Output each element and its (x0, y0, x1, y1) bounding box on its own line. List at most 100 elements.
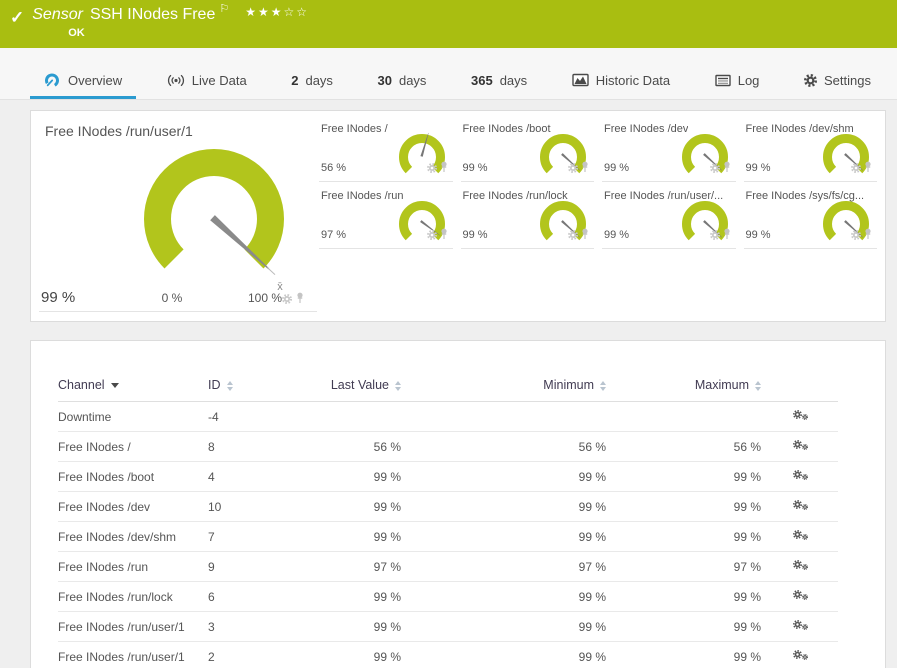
small-gauge-value: 99 % (604, 229, 630, 241)
sort-icon[interactable] (600, 380, 606, 391)
table-row: Free INodes /dev 10 99 % 99 % 99 % (58, 491, 838, 522)
small-gauge-card[interactable]: Free INodes /dev 99 % (602, 119, 736, 182)
small-gauge-title: Free INodes /run/lock (462, 190, 568, 202)
channel-settings-icon[interactable] (793, 470, 809, 485)
table-row: Free INodes /run/lock 6 99 % 99 % 99 % (58, 581, 838, 612)
channel-name[interactable]: Free INodes /run/lock (58, 590, 173, 604)
small-gauge-card[interactable]: Free INodes /sys/fs/cg... 99 % (743, 186, 877, 249)
channel-table: Channel ID Last Value Minimum Maximum Downti… (58, 371, 838, 668)
channel-settings-icon[interactable] (793, 440, 809, 455)
tab-live-data[interactable]: Live Data (153, 61, 261, 99)
channel-name[interactable]: Free INodes /run/user/1 (58, 620, 185, 634)
gear-icon[interactable] (282, 291, 292, 309)
channel-minimum: 99 % (403, 641, 608, 668)
small-gauge-card[interactable]: Free INodes / 56 % (319, 119, 453, 182)
gear-icon[interactable] (568, 227, 578, 245)
gauge-scale-min: 0 % (161, 291, 183, 305)
sort-icon[interactable] (110, 383, 119, 389)
channel-settings-icon[interactable] (793, 590, 809, 605)
channel-last-value (288, 401, 403, 432)
small-gauge-value: 56 % (321, 162, 347, 174)
pin-icon[interactable] (295, 291, 305, 309)
table-row: Free INodes /run/user/1 2 99 % 99 % 99 % (58, 641, 838, 668)
chart-icon (572, 73, 589, 87)
pin-icon[interactable] (863, 227, 873, 245)
tab-30-days[interactable]: 30 days (377, 72, 427, 88)
gear-icon[interactable] (851, 160, 861, 178)
table-row: Free INodes / 8 56 % 56 % 56 % (58, 431, 838, 462)
flag-icon[interactable]: ⚐ (219, 3, 230, 15)
table-row: Free INodes /run/user/1 3 99 % 99 % 99 % (58, 611, 838, 642)
pin-icon[interactable] (439, 227, 449, 245)
channel-name[interactable]: Free INodes /boot (58, 470, 155, 484)
col-header-last-value[interactable]: Last Value (288, 371, 403, 402)
small-gauge-value: 99 % (462, 229, 488, 241)
channel-name[interactable]: Downtime (58, 410, 112, 424)
channel-name[interactable]: Free INodes /dev (58, 500, 151, 514)
channel-settings-icon[interactable] (793, 560, 809, 575)
sort-icon[interactable] (395, 380, 401, 391)
gear-icon[interactable] (709, 227, 720, 245)
channel-maximum: 99 % (608, 611, 763, 642)
col-header-id[interactable]: ID (208, 371, 288, 402)
pin-icon[interactable] (580, 160, 590, 178)
sort-icon[interactable] (226, 380, 233, 391)
channel-settings-icon[interactable] (793, 620, 809, 635)
pin-icon[interactable] (863, 160, 873, 178)
channel-maximum: 99 % (608, 461, 763, 492)
tab-2-days[interactable]: 2 days (291, 72, 333, 88)
sort-icon[interactable] (755, 380, 761, 391)
small-gauge-card[interactable]: Free INodes /run 97 % (319, 186, 453, 249)
col-header-channel[interactable]: Channel (58, 371, 208, 402)
primary-gauge-card[interactable]: Free INodes /run/user/1 x̄ 0 % 100 % 99 … (39, 119, 317, 312)
small-gauge-value: 97 % (321, 229, 347, 241)
channel-maximum: 99 % (608, 581, 763, 612)
page-title: SSH INodes Free (89, 6, 216, 23)
channel-id: 7 (208, 521, 288, 552)
tab-settings[interactable]: Settings (790, 61, 885, 99)
channel-name[interactable]: Free INodes /run (58, 560, 149, 574)
small-gauge-value: 99 % (745, 229, 771, 241)
gear-icon[interactable] (426, 160, 437, 178)
channel-id: -4 (208, 401, 288, 432)
channel-settings-icon[interactable] (793, 410, 809, 425)
channel-minimum: 99 % (403, 581, 608, 612)
small-gauge-card[interactable]: Free INodes /run/lock 99 % (460, 186, 594, 249)
gear-icon[interactable] (568, 160, 578, 178)
tab-overview[interactable]: Overview (30, 61, 137, 99)
small-gauge-card[interactable]: Free INodes /dev/shm 99 % (743, 119, 877, 182)
gear-icon[interactable] (426, 227, 437, 245)
small-gauge-card[interactable]: Free INodes /run/user/... 99 % (602, 186, 736, 249)
tab-log[interactable]: Log (701, 61, 774, 99)
channel-settings-icon[interactable] (793, 500, 809, 515)
channel-last-value: 99 % (288, 611, 403, 642)
channel-settings-icon[interactable] (793, 650, 809, 665)
channel-minimum: 99 % (403, 491, 608, 522)
channel-last-value: 97 % (288, 551, 403, 582)
small-gauge-card[interactable]: Free INodes /boot 99 % (460, 119, 594, 182)
channel-settings-icon[interactable] (793, 530, 809, 545)
gauges-panel: Free INodes /run/user/1 x̄ 0 % 100 % 99 … (30, 110, 886, 322)
col-header-minimum[interactable]: Minimum (403, 371, 608, 402)
col-header-maximum[interactable]: Maximum (608, 371, 763, 402)
channel-id: 2 (208, 641, 288, 668)
pin-icon[interactable] (722, 160, 732, 178)
pin-icon[interactable] (580, 227, 590, 245)
sensor-header: ✓ Sensor SSH INodes Free ⚐ ★★★☆☆ OK (0, 0, 897, 48)
tab-bar: Overview Live Data 2 days 30 days 365 da… (0, 48, 897, 100)
channel-minimum: 56 % (403, 431, 608, 462)
tab-365-days[interactable]: 365 days (471, 72, 528, 88)
channel-name[interactable]: Free INodes /run/user/1 (58, 650, 185, 664)
pin-icon[interactable] (722, 227, 732, 245)
tab-historic-data[interactable]: Historic Data (558, 61, 684, 99)
channel-last-value: 99 % (288, 641, 403, 668)
channel-name[interactable]: Free INodes /dev/shm (58, 530, 177, 544)
primary-gauge-value: 99 % (41, 289, 76, 306)
table-row: Free INodes /dev/shm 7 99 % 99 % 99 % (58, 521, 838, 552)
gear-icon[interactable] (851, 227, 861, 245)
pin-icon[interactable] (439, 160, 449, 178)
channel-last-value: 99 % (288, 491, 403, 522)
priority-stars[interactable]: ★★★☆☆ (245, 5, 310, 19)
gear-icon[interactable] (709, 160, 720, 178)
channel-name[interactable]: Free INodes / (58, 440, 131, 454)
